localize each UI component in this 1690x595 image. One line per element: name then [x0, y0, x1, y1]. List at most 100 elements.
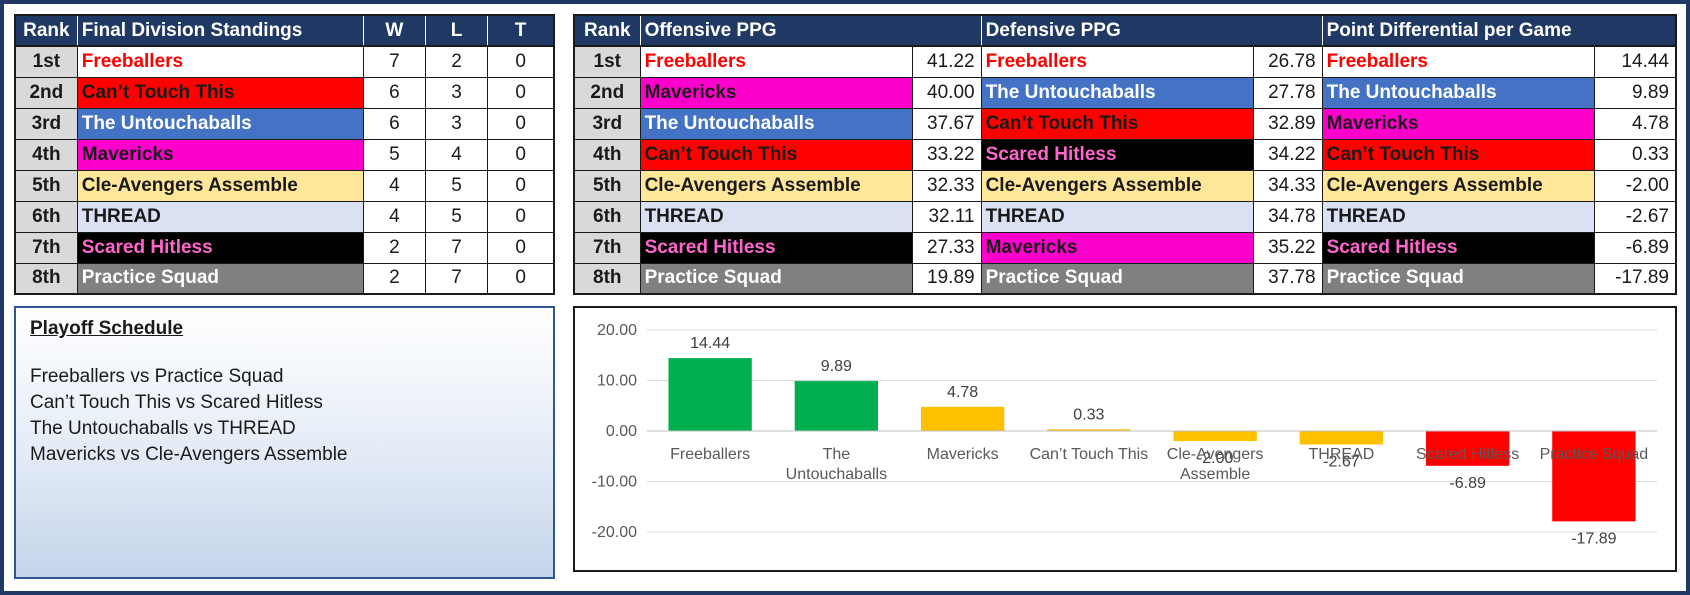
standings-header-rank: Rank	[14, 14, 78, 47]
defense-team-cell: THREAD	[980, 200, 1255, 233]
playoff-game: Can’t Touch This vs Scared Hitless	[30, 392, 323, 413]
standings-table: Rank Final Division Standings W L T 1st F…	[14, 14, 555, 295]
offense-ppg-cell: 27.33	[912, 231, 982, 264]
stats-row: 7th Scared Hitless 27.33 Mavericks 35.22 Scar…	[573, 231, 1677, 264]
bar	[1552, 431, 1636, 522]
offense-ppg-cell: 41.22	[912, 45, 982, 78]
data-label: -2.67	[1323, 453, 1360, 470]
bar	[1173, 431, 1257, 442]
rank-cell: 5th	[14, 169, 78, 202]
y-tick-label: -10.00	[592, 474, 637, 491]
wins-cell: 2	[362, 262, 426, 295]
standings-header-losses: L	[424, 14, 489, 47]
stats-row: 1st Freeballers 41.22 Freeballers 26.78 Freeb…	[573, 45, 1677, 78]
stats-row: 5th Cle-Avengers Assemble 32.33 Cle-Avenger…	[573, 169, 1677, 202]
standings-row: 6th THREAD 4 5 0	[14, 200, 555, 233]
rank-cell: 8th	[573, 262, 641, 295]
offense-ppg-cell: 33.22	[912, 138, 982, 171]
point-differential-chart: 20.00 10.00 0.00 -10.00 -20.00 14.44 9.89 4.78 0…	[573, 306, 1677, 572]
differential-value-cell: 9.89	[1594, 76, 1677, 109]
rank-cell: 1st	[573, 45, 641, 78]
defense-ppg-cell: 34.22	[1253, 138, 1323, 171]
category-label: Can’t Touch This	[1030, 446, 1149, 463]
losses-cell: 7	[424, 262, 489, 295]
standings-header-ties: T	[487, 14, 555, 47]
chart-canvas: 20.00 10.00 0.00 -10.00 -20.00 14.44 9.89 4.78 0…	[592, 322, 1657, 547]
defense-ppg-cell: 27.78	[1253, 76, 1323, 109]
y-tick-label: 20.00	[597, 322, 637, 339]
stats-row: 2nd Mavericks 40.00 The Untouchaballs 27.78 T…	[573, 76, 1677, 109]
category-label: Mavericks	[927, 446, 999, 463]
data-label: 4.78	[947, 384, 978, 401]
category-label: Cle-Avengers Assemble	[1167, 446, 1264, 483]
differential-team-cell: Cle-Avengers Assemble	[1321, 169, 1596, 202]
bar	[1425, 431, 1510, 466]
differential-value-cell: -17.89	[1594, 262, 1677, 295]
standings-row: 7th Scared Hitless 2 7 0	[14, 231, 555, 264]
category-label: Freeballers	[670, 446, 750, 463]
offense-team-cell: The Untouchaballs	[639, 107, 914, 140]
offense-ppg-cell: 40.00	[912, 76, 982, 109]
offense-team-cell: Mavericks	[639, 76, 914, 109]
data-label: -2.00	[1197, 450, 1234, 467]
standings-row: 1st Freeballers 7 2 0	[14, 45, 555, 78]
differential-value-cell: -2.00	[1594, 169, 1677, 202]
team-cell: Cle-Avengers Assemble	[76, 169, 364, 202]
stats-header-differential: Point Differential per Game	[1321, 14, 1677, 47]
bar	[1299, 431, 1384, 445]
offense-ppg-cell: 32.33	[912, 169, 982, 202]
data-label: -17.89	[1571, 530, 1616, 547]
offense-ppg-cell: 32.11	[912, 200, 982, 233]
differential-team-cell: THREAD	[1321, 200, 1596, 233]
defense-team-cell: Scared Hitless	[980, 138, 1255, 171]
standings-header-team: Final Division Standings	[76, 14, 364, 47]
losses-cell: 7	[424, 231, 489, 264]
team-cell: THREAD	[76, 200, 364, 233]
data-label: 14.44	[690, 335, 730, 352]
y-tick-label: 0.00	[606, 423, 637, 440]
ties-cell: 0	[487, 231, 555, 264]
rank-cell: 6th	[14, 200, 78, 233]
data-label: 9.89	[821, 358, 852, 375]
y-tick-label: -20.00	[592, 524, 637, 541]
team-cell: Practice Squad	[76, 262, 364, 295]
playoff-game: Mavericks vs Cle-Avengers Assemble	[30, 444, 348, 465]
standings-header-row: Rank Final Division Standings W L T	[14, 14, 555, 47]
defense-team-cell: Mavericks	[980, 231, 1255, 264]
ties-cell: 0	[487, 262, 555, 295]
defense-team-cell: Freeballers	[980, 45, 1255, 78]
rank-cell: 2nd	[14, 76, 78, 109]
rank-cell: 5th	[573, 169, 641, 202]
losses-cell: 5	[424, 200, 489, 233]
differential-value-cell: 4.78	[1594, 107, 1677, 140]
offense-ppg-cell: 19.89	[912, 262, 982, 295]
ties-cell: 0	[487, 107, 555, 140]
defense-team-cell: Cle-Avengers Assemble	[980, 169, 1255, 202]
losses-cell: 5	[424, 169, 489, 202]
defense-team-cell: Can’t Touch This	[980, 107, 1255, 140]
differential-value-cell: -2.67	[1594, 200, 1677, 233]
losses-cell: 3	[424, 107, 489, 140]
team-cell: Mavericks	[76, 138, 364, 171]
wins-cell: 5	[362, 138, 426, 171]
defense-ppg-cell: 34.33	[1253, 169, 1323, 202]
bar	[668, 358, 752, 431]
bar	[920, 406, 1005, 431]
ties-cell: 0	[487, 169, 555, 202]
wins-cell: 6	[362, 76, 426, 109]
defense-ppg-cell: 26.78	[1253, 45, 1323, 78]
category-label: Scared Hitless	[1416, 446, 1519, 463]
defense-ppg-cell: 37.78	[1253, 262, 1323, 295]
stats-header-row: Rank Offensive PPG Defensive PPG Point D…	[573, 14, 1677, 47]
offense-ppg-cell: 37.67	[912, 107, 982, 140]
ties-cell: 0	[487, 200, 555, 233]
team-cell: The Untouchaballs	[76, 107, 364, 140]
stats-row: 8th Practice Squad 19.89 Practice Squad 37.7…	[573, 262, 1677, 295]
differential-team-cell: Mavericks	[1321, 107, 1596, 140]
rank-cell: 4th	[14, 138, 78, 171]
wins-cell: 2	[362, 231, 426, 264]
playoff-game: Freeballers vs Practice Squad	[30, 366, 284, 387]
defense-team-cell: The Untouchaballs	[980, 76, 1255, 109]
rank-cell: 7th	[14, 231, 78, 264]
differential-value-cell: 0.33	[1594, 138, 1677, 171]
